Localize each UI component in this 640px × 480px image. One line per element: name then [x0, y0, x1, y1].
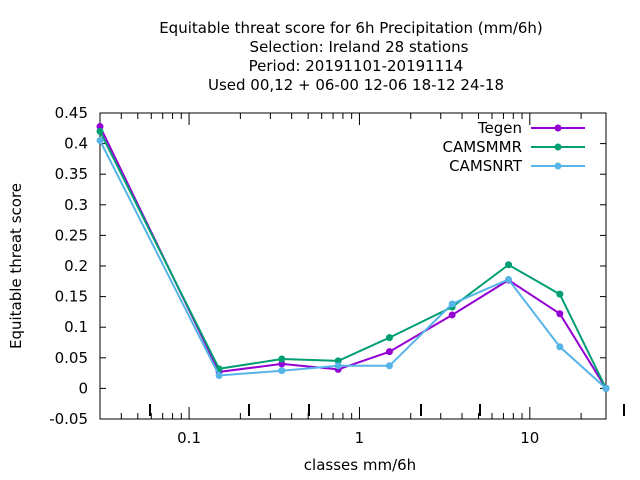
data-point [96, 127, 104, 135]
data-point [334, 362, 342, 370]
data-point [505, 261, 513, 269]
legend-label: CAMSMMR [442, 138, 522, 156]
series-line [99, 130, 607, 389]
data-point [96, 122, 104, 130]
x-axis: 0.1 1 10 [99, 113, 625, 447]
legend-marker [554, 124, 562, 132]
data-point [385, 334, 393, 342]
legend-label: CAMSNRT [449, 157, 523, 175]
data-point [278, 360, 286, 368]
data-point [556, 310, 564, 318]
data-point [556, 343, 564, 351]
data-point [215, 372, 223, 380]
chart-title: Equitable threat score for 6h Precipitat… [159, 19, 543, 94]
y-tick-label: 0.1 [64, 318, 88, 336]
y-tick-label: 0.3 [64, 196, 88, 214]
data-point [278, 355, 286, 363]
data-point [385, 362, 393, 370]
series-tegen [96, 122, 610, 392]
y-axis: -0.05 0 0.05 0.1 0.15 0.2 0.25 0.3 0.35 0.4 0.45 [49, 104, 606, 428]
series-line [99, 140, 607, 390]
series-camsnrt [96, 137, 610, 392]
title-line-4: Used 00,12 + 06-00 12-06 18-12 24-18 [208, 76, 504, 94]
y-tick-label: 0.15 [55, 288, 88, 306]
y-tick-label: 0.45 [55, 104, 88, 122]
series-camsmmr [96, 127, 610, 392]
legend-marker [554, 143, 562, 151]
y-tick-label: 0 [78, 379, 88, 397]
data-point [602, 384, 610, 392]
data-point [448, 300, 456, 308]
y-tick-label: 0.4 [64, 135, 88, 153]
y-tick-label: 0.35 [55, 165, 88, 183]
data-point [334, 357, 342, 365]
title-line-1: Equitable threat score for 6h Precipitat… [159, 19, 543, 37]
title-line-3: Period: 20191101-20191114 [249, 57, 464, 75]
x-tick-label: 0.1 [177, 429, 201, 447]
data-point [278, 367, 286, 375]
y-tick-label: 0.2 [64, 257, 88, 275]
y-tick-label: -0.05 [49, 410, 88, 428]
title-line-2: Selection: Ireland 28 stations [250, 38, 469, 56]
x-tick-label: 10 [520, 429, 539, 447]
data-point [448, 311, 456, 319]
x-axis-label: classes mm/6h [304, 456, 416, 474]
series-layer [96, 122, 610, 392]
y-axis-label: Equitable threat score [7, 183, 25, 349]
legend-marker [554, 162, 562, 170]
data-point [505, 275, 513, 283]
y-tick-label: 0.25 [55, 226, 88, 244]
data-point [96, 137, 104, 145]
x-tick-label: 1 [355, 429, 365, 447]
legend-label: Tegen [477, 119, 522, 137]
data-point [385, 348, 393, 356]
y-tick-label: 0.05 [55, 349, 88, 367]
series-line [99, 126, 607, 389]
plot-frame [99, 112, 607, 420]
data-point [556, 290, 564, 298]
